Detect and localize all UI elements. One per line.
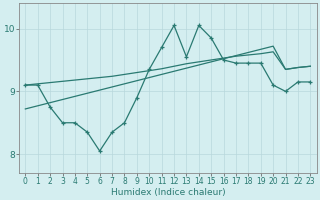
X-axis label: Humidex (Indice chaleur): Humidex (Indice chaleur) — [110, 188, 225, 197]
